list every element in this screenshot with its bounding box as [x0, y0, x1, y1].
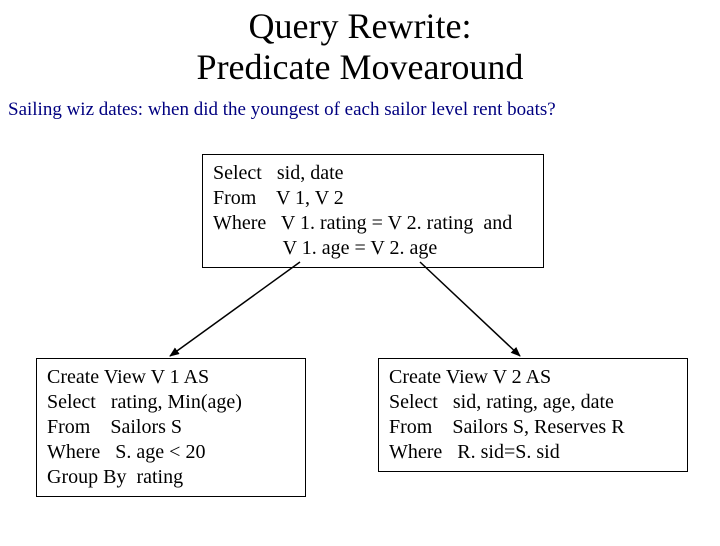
query-line: Select sid, rating, age, date — [389, 390, 677, 415]
query-line: From V 1, V 2 — [213, 186, 533, 211]
arrow-right — [420, 262, 520, 356]
title-line-2: Predicate Movearound — [0, 47, 720, 88]
query-line: Where R. sid=S. sid — [389, 440, 677, 465]
query-line: From Sailors S — [47, 415, 295, 440]
query-line: From Sailors S, Reserves R — [389, 415, 677, 440]
query-line: Select rating, Min(age) — [47, 390, 295, 415]
query-line: Group By rating — [47, 465, 295, 490]
query-line: V 1. age = V 2. age — [213, 236, 533, 261]
top-query-box: Select sid, date From V 1, V 2 Where V 1… — [202, 154, 544, 268]
query-line: Where V 1. rating = V 2. rating and — [213, 211, 533, 236]
title-line-1: Query Rewrite: — [0, 6, 720, 47]
view-v1-box: Create View V 1 AS Select rating, Min(ag… — [36, 358, 306, 497]
query-line: Create View V 2 AS — [389, 365, 677, 390]
query-line: Select sid, date — [213, 161, 533, 186]
slide-title: Query Rewrite: Predicate Movearound — [0, 6, 720, 89]
query-line: Create View V 1 AS — [47, 365, 295, 390]
slide-subtitle: Sailing wiz dates: when did the youngest… — [8, 99, 720, 121]
arrow-left — [170, 262, 300, 356]
view-v2-box: Create View V 2 AS Select sid, rating, a… — [378, 358, 688, 472]
query-line: Where S. age < 20 — [47, 440, 295, 465]
